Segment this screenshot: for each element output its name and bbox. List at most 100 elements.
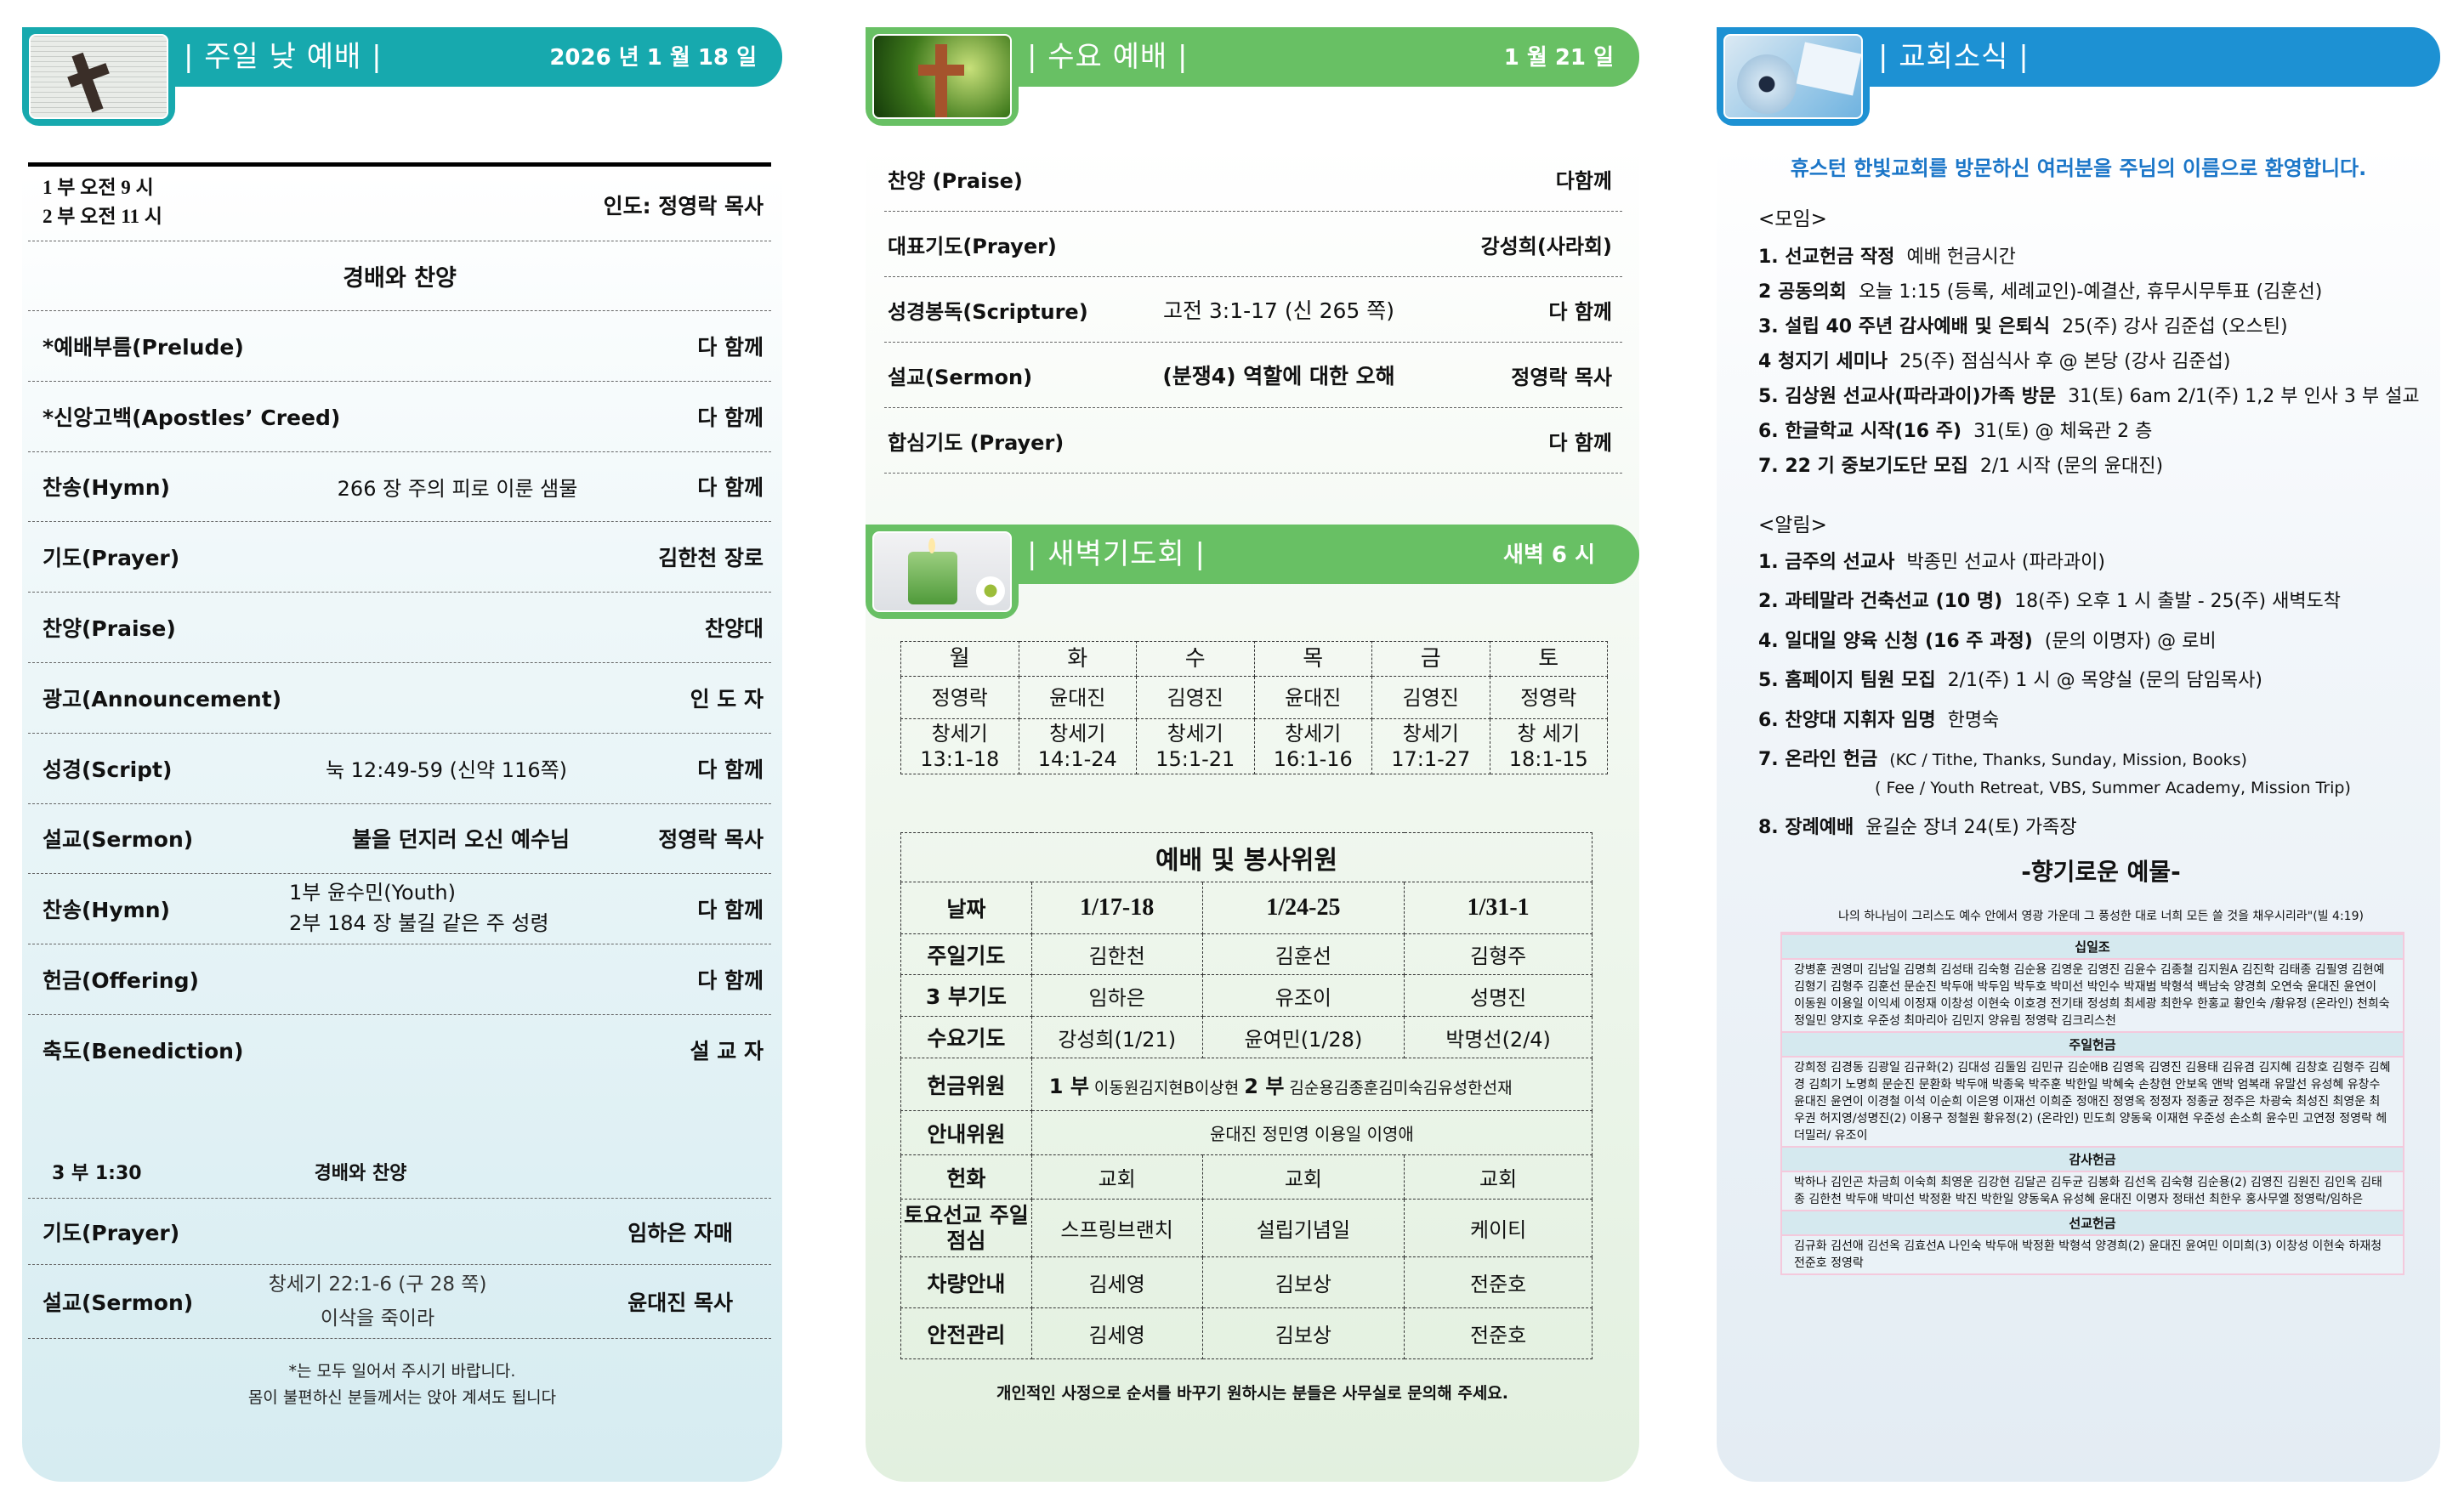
note-line: *는 모두 일어서 주시기 바랍니다.: [288, 1362, 516, 1381]
row-detail: (분쟁4) 역할에 대한 오해: [1162, 364, 1395, 389]
day-header: 수: [1136, 641, 1255, 677]
meeting-item: 7. 22 기 중보기도단 모집 2/1 시작 (문의 윤대진): [1758, 451, 2163, 478]
item-detail: ( Fee / Youth Retreat, VBS, Summer Acade…: [1875, 779, 2351, 797]
date-cell: 1/17-18: [1030, 882, 1203, 934]
item-detail: 31(토) 6am 2/1(주) 1,2 부 인사 3 부 설교: [2068, 386, 2420, 407]
candles-image: [872, 531, 1012, 612]
day-header: 금: [1371, 641, 1490, 677]
row-detail: 고전 3:1-17 (신 265 쪽): [1162, 298, 1395, 323]
service-part: 2 부: [1244, 1075, 1285, 1098]
date-cell: 1/24-25: [1201, 882, 1405, 934]
passage: 18:1-15: [1508, 747, 1588, 771]
row-label: *신앙고백(Apostles’ Creed): [43, 405, 341, 430]
item-title: 6. 찬양대 지휘자 임명: [1758, 710, 1936, 731]
volunteer-name: 김한천: [1030, 933, 1203, 975]
offering-category: 선교헌금: [1782, 1210, 2403, 1236]
volunteer-name: 김형주: [1404, 933, 1593, 975]
item-title: 4 청지기 세미나: [1758, 351, 1888, 372]
order-row: 헌금(Offering) 다 함께: [28, 944, 771, 1015]
order-row: 찬양(Praise) 찬양대: [28, 593, 771, 663]
notice-item: 8. 장례예배 윤길순 장녀 24(토) 가족장: [1758, 812, 2077, 839]
dawn-passage: 창 세기 18:1-15: [1489, 718, 1608, 774]
volunteer-name: 김세영: [1030, 1256, 1203, 1308]
offering-names: 박하나 김인곤 차금희 이숙희 최영운 김강현 김달곤 김두균 김봉화 김선옥 …: [1794, 1176, 2382, 1206]
item-detail: 오늘 1:15 (등록, 세례교인)-예결산, 휴무시무투표 (김훈선): [1858, 281, 2323, 303]
volunteer-role: 헌화: [900, 1154, 1032, 1200]
volunteer-name: 스프링브랜치: [1030, 1199, 1203, 1257]
welcome-message: 휴스턴 한빛교회를 방문하신 여러분을 주님의 이름으로 환영합니다.: [1790, 156, 2367, 180]
passage: 13:1-18: [920, 747, 1000, 771]
book-name: 창세기: [1049, 722, 1106, 746]
volunteer-role: 주일기도: [900, 933, 1032, 975]
item-detail: 31(토) @ 체육관 2 층: [1973, 421, 2153, 442]
book-name: 창세기: [931, 722, 988, 746]
volunteer-name: 박명선(2/4): [1404, 1016, 1593, 1058]
dawn-leader: 김영진: [1371, 676, 1490, 719]
item-detail: 2/1(주) 1 시 @ 목양실 (문의 담임목사): [1947, 670, 2262, 691]
sermon-title: 이삭을 죽이라: [320, 1307, 435, 1330]
row-detail: 불을 던지러 오신 예수님: [351, 827, 571, 853]
row-person: 정영락 목사: [658, 827, 764, 853]
item-title: 2 공동의회: [1758, 281, 1847, 303]
volunteer-role: 토요선교 주일점심: [900, 1199, 1032, 1257]
offering-names: 강병훈 권영미 김남일 김명희 김성태 김숙형 김순용 김영운 김영진 김윤수 …: [1794, 963, 2390, 1028]
volunteer-row: 토요선교 주일점심 스프링브랜치 설립기념일 케이티: [900, 1199, 1593, 1257]
order-row: 성경(Script) 눅 12:49-59 (신약 116쪽) 다 함께: [28, 734, 771, 804]
notice-item: 6. 찬양대 지휘자 임명 한명숙: [1758, 705, 1999, 732]
volunteer-name: 교회: [1201, 1154, 1405, 1200]
row-label: 대표기도(Prayer): [888, 234, 1057, 258]
detail-line: 1부 윤수민(Youth): [289, 881, 456, 905]
news-image-tile: [1717, 27, 1870, 126]
meeting-item: 6. 한글학교 시작(16 주) 31(토) @ 체육관 2 층: [1758, 416, 2152, 443]
divider: [28, 162, 771, 167]
third-service-time: 3 부 1:30: [52, 1162, 142, 1184]
dawn-leader: 윤대진: [1253, 676, 1372, 719]
volunteer-name: 윤여민(1/28): [1201, 1016, 1405, 1058]
row-person: 다 함께: [697, 475, 764, 501]
book-name: 창 세기: [1517, 722, 1581, 746]
meeting-item: 2 공동의회 오늘 1:15 (등록, 세례교인)-예결산, 휴무시무투표 (김훈…: [1758, 276, 2322, 303]
item-detail: 예배 헌금시간: [1906, 247, 2016, 268]
day-header: 화: [1018, 641, 1137, 677]
notice-item: 5. 홈페이지 팀원 모집 2/1(주) 1 시 @ 목양실 (문의 담임목사): [1758, 665, 2262, 692]
offering-names: 강희정 김경동 김광일 김규화(2) 김대성 김둘임 김민규 김순애B 김영옥 …: [1794, 1061, 2391, 1143]
bible-cross-image: [29, 34, 168, 119]
volunteer-role: 수요기도: [900, 1016, 1032, 1058]
bible-verse: 나의 하나님이 그리스도 예수 안에서 영광 가운데 그 풍성한 대로 너희 모…: [1838, 910, 2364, 923]
item-detail: 18(주) 오후 1 시 출발 - 25(주) 새벽도착: [2014, 591, 2342, 612]
leader: 인도: 정영락 목사: [603, 193, 764, 218]
news-title: | 교회소식 |: [1878, 40, 2030, 74]
volunteer-row: 주일기도 김한천 김훈선 김형주: [900, 933, 1593, 975]
volunteer-row: 안내위원 윤대진 정민영 이용일 이영애: [900, 1110, 1593, 1155]
notice-item: 2. 과테말라 건축선교 (10 명) 18(주) 오후 1 시 출발 - 25(…: [1758, 586, 2341, 613]
passage: 16:1-16: [1273, 747, 1353, 771]
section-title: 경배와 찬양: [343, 265, 457, 292]
item-title: 5. 홈페이지 팀원 모집: [1758, 670, 1936, 691]
meeting-item: 4 청지기 세미나 25(주) 점심식사 후 @ 본당 (강사 김준섭): [1758, 346, 2230, 373]
row-person: 다 함께: [1548, 299, 1612, 324]
service-times: 1 부 오전 9 시 2 부 오전 11 시 인도: 정영락 목사: [28, 168, 771, 241]
dawn-leader: 윤대진: [1018, 676, 1137, 719]
order-row: 설교(Sermon) (분쟁4) 역할에 대한 오해 정영락 목사: [884, 343, 1622, 408]
volunteer-name: 설립기념일: [1201, 1199, 1405, 1257]
row-detail: 266 장 주의 피로 이룬 샘물: [337, 476, 578, 501]
row-person: 윤대진 목사: [627, 1290, 733, 1315]
item-title: 7. 온라인 헌금: [1758, 749, 1878, 770]
row-label: 설교(Sermon): [43, 827, 194, 853]
note-line: 몸이 불편하신 분들께서는 앉아 계셔도 됩니다: [247, 1388, 557, 1407]
item-title: 8. 장례예배: [1758, 817, 1854, 838]
row-person: 다함께: [1555, 168, 1612, 193]
row-person: 다 함께: [697, 757, 764, 782]
passage: 15:1-21: [1155, 747, 1235, 771]
passage: 14:1-24: [1037, 747, 1117, 771]
dawn-title: | 새벽기도회 |: [1027, 537, 1206, 571]
sunday-image-tile: [22, 27, 175, 126]
row-person: 다 함께: [697, 968, 764, 994]
dawn-leader: 정영락: [900, 676, 1019, 719]
volunteer-row: 헌화 교회 교회 교회: [900, 1154, 1593, 1200]
date-label: 날짜: [900, 882, 1032, 934]
dawn-passage: 창세기 17:1-27: [1371, 718, 1490, 774]
item-detail: (문의 이명자) @ 로비: [2044, 631, 2217, 652]
item-title: 5. 김상원 선교사(파라과이)가족 방문: [1758, 386, 2057, 407]
volunteer-name: 김훈선: [1201, 933, 1405, 975]
